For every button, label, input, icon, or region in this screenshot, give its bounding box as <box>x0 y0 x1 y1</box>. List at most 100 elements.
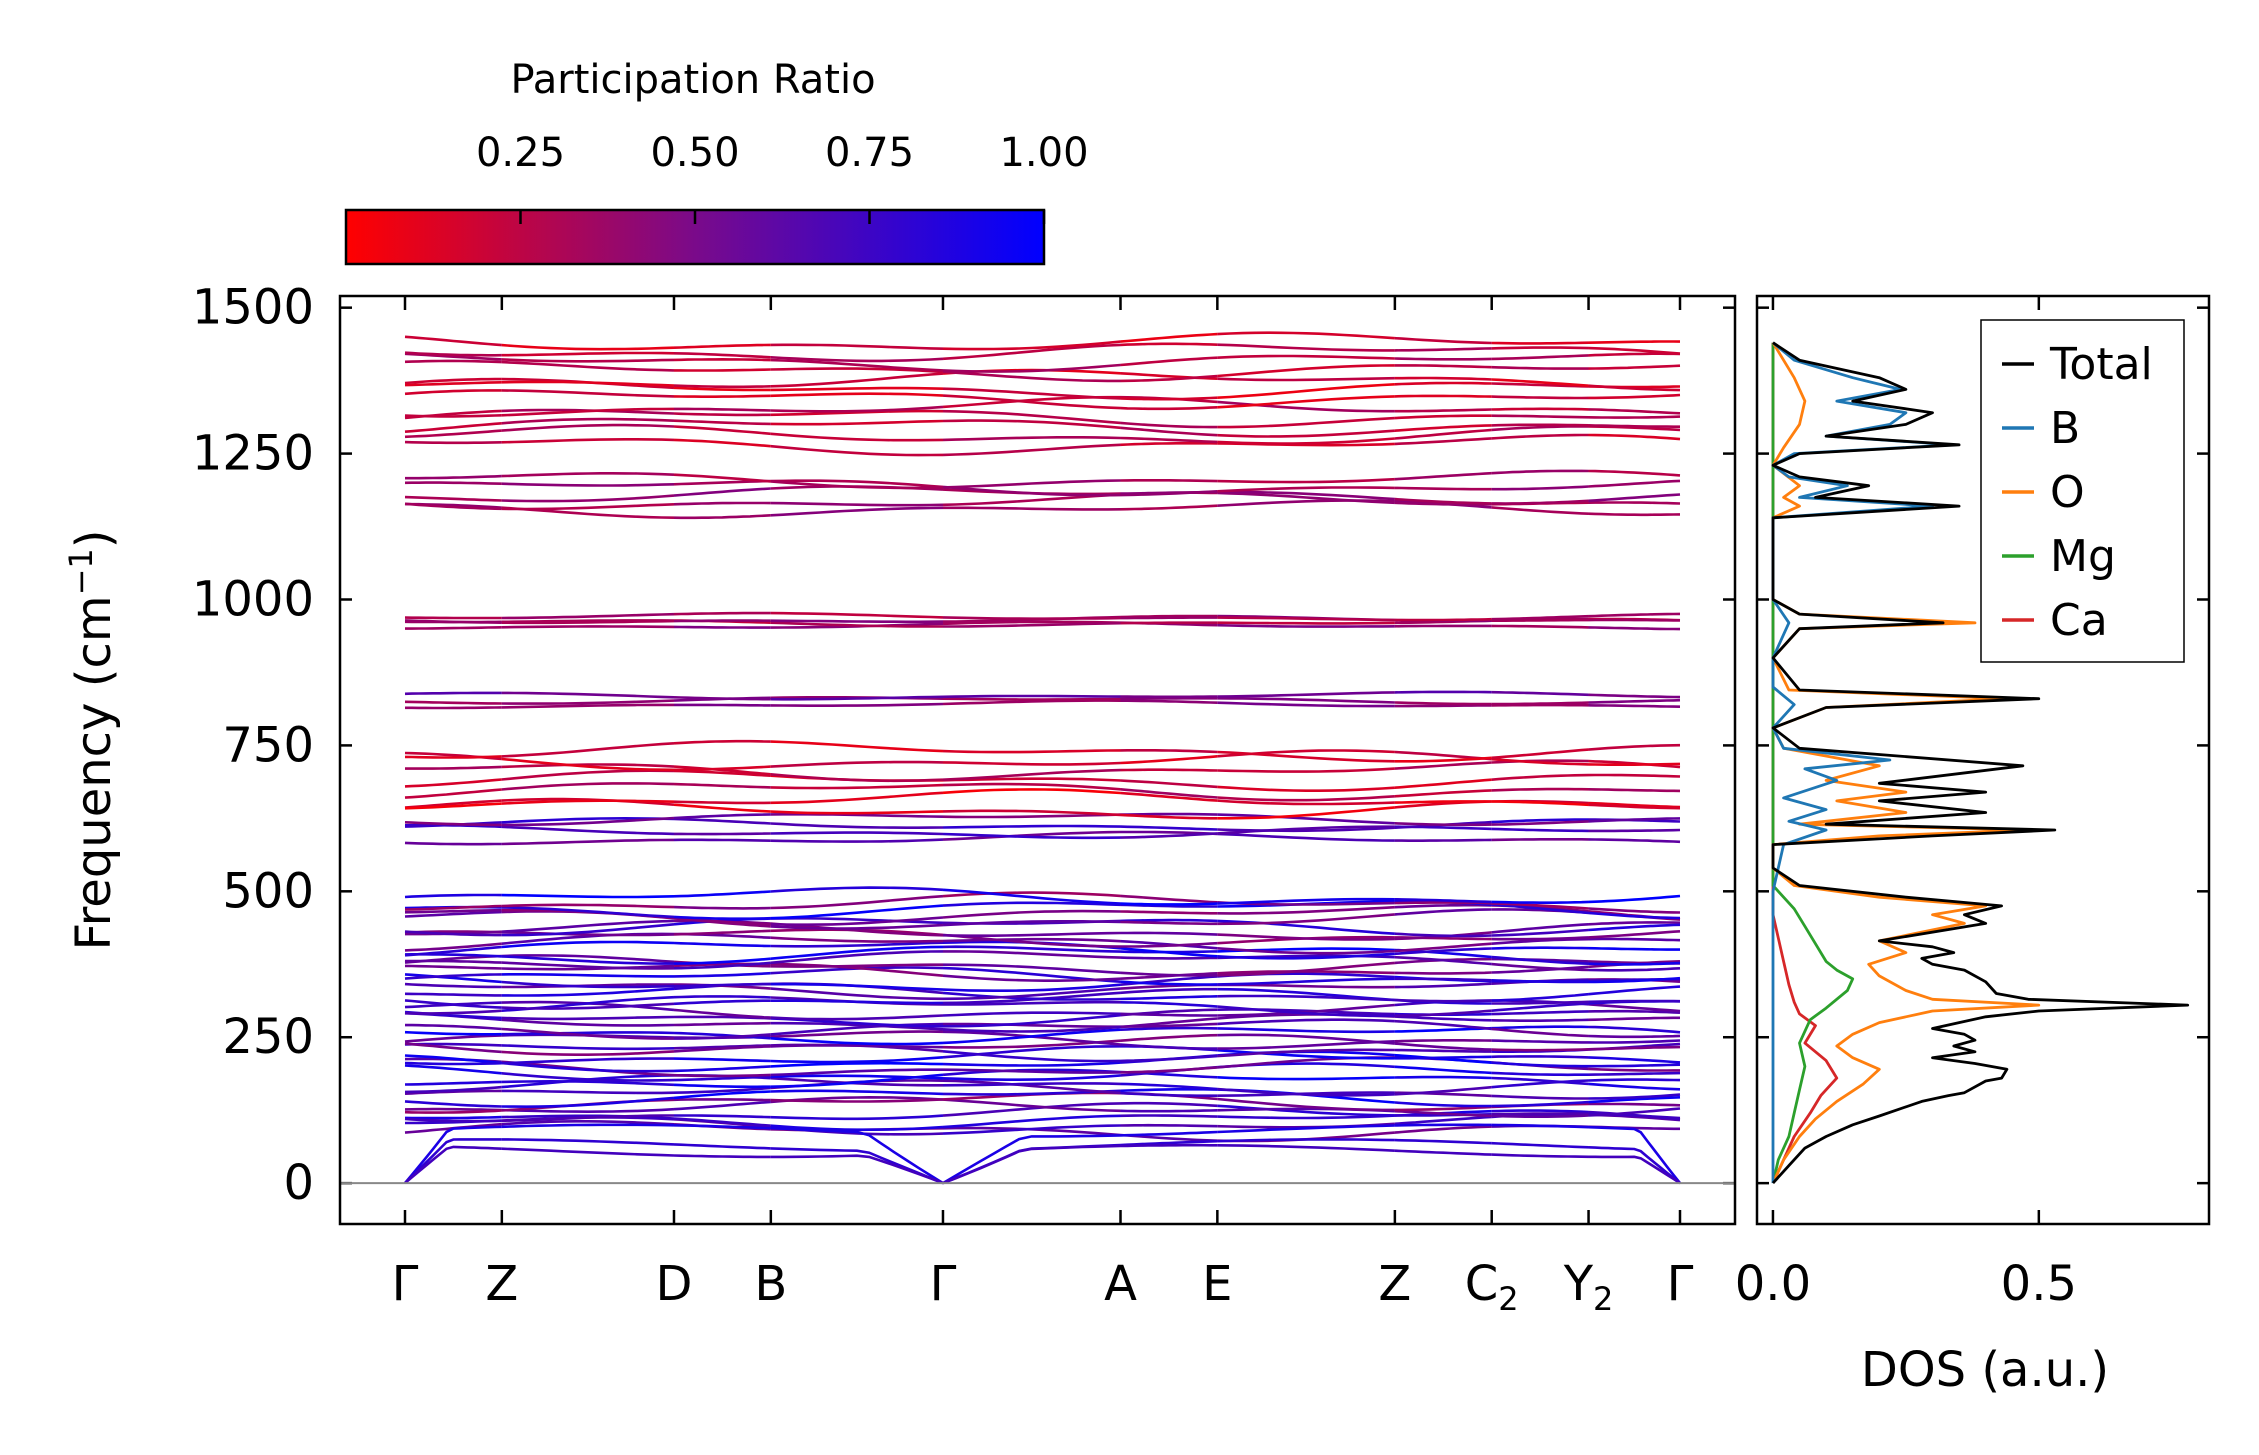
phonon-band <box>1217 825 1395 835</box>
phonon-band <box>501 1080 675 1087</box>
phonon-band <box>1588 415 1681 419</box>
phonon-band <box>501 1031 675 1036</box>
phonon-band <box>770 695 944 701</box>
phonon-band <box>674 703 771 707</box>
phonon-band <box>1588 967 1681 972</box>
acoustic-band <box>501 1147 675 1157</box>
phonon-band <box>770 999 944 1005</box>
phonon-band <box>673 394 771 399</box>
phonon-band <box>501 625 675 629</box>
phonon-band <box>1120 332 1218 343</box>
legend-label: Total <box>2049 339 2153 390</box>
phonon-band <box>1120 1026 1218 1031</box>
dos-series-o <box>1771 341 2041 1184</box>
phonon-band <box>1588 1039 1681 1044</box>
phonon-band <box>942 394 1121 410</box>
phonon-band <box>1588 1009 1681 1014</box>
phonon-band <box>501 1089 675 1095</box>
acoustic-band <box>673 1154 771 1159</box>
phonon-band <box>1394 1115 1492 1126</box>
phonon-band <box>1588 384 1681 392</box>
phonon-band <box>1120 1043 1218 1050</box>
phonon-band <box>1217 364 1395 378</box>
phonon-band <box>770 962 944 977</box>
phonon-band <box>1120 910 1218 915</box>
phonon-band <box>942 1114 1121 1129</box>
phonon-band <box>404 1100 502 1108</box>
phonon-band <box>1120 931 1218 936</box>
phonon-band <box>770 343 944 350</box>
phonon-band <box>673 915 771 921</box>
phonon-band <box>770 1030 944 1038</box>
phonon-band <box>770 372 944 388</box>
phonon-band <box>501 1072 675 1082</box>
acoustic-band <box>404 1145 502 1185</box>
dos-legend: Total BO Mg Ca <box>1980 319 2185 663</box>
acoustic-band <box>1588 1155 1681 1185</box>
phonon-band <box>770 936 944 943</box>
phonon-band <box>1491 820 1589 826</box>
y-tick-label: 1500 <box>192 280 314 336</box>
phonon-band <box>1394 347 1492 352</box>
phonon-band <box>1394 414 1492 420</box>
phonon-band <box>1217 1076 1395 1081</box>
phonon-band <box>501 1107 675 1113</box>
phonon-band <box>404 1107 502 1112</box>
phonon-band <box>673 782 771 789</box>
phonon-band <box>501 1018 675 1027</box>
phonon-band <box>770 894 944 910</box>
phonon-band <box>501 351 675 357</box>
phonon-band <box>770 740 944 753</box>
phonon-band <box>405 626 502 630</box>
phonon-band <box>404 778 502 788</box>
phonon-band <box>673 999 771 1006</box>
colorbar-tick-label: 1.00 <box>999 130 1088 176</box>
phonon-band <box>674 407 771 412</box>
phonon-band <box>1217 343 1395 352</box>
phonon-band <box>1120 1091 1218 1097</box>
phonon-band <box>1588 1102 1681 1107</box>
phonon-band <box>673 619 771 623</box>
phonon-band <box>1217 983 1395 989</box>
acoustic-band <box>1120 1139 1218 1147</box>
phonon-band <box>501 757 675 772</box>
y-axis-label-sup: −1 <box>62 548 100 595</box>
phonon-band <box>501 482 675 487</box>
phonon-band <box>501 923 675 937</box>
phonon-band <box>1588 340 1681 344</box>
phonon-band <box>1491 690 1589 697</box>
phonon-band <box>1491 425 1589 432</box>
phonon-band <box>501 1114 674 1123</box>
phonon-band <box>1491 1010 1589 1016</box>
phonon-band <box>770 810 944 815</box>
phonon-band <box>942 435 1121 442</box>
phonon-band <box>673 473 771 483</box>
phonon-band <box>770 904 944 920</box>
phonon-band <box>1588 773 1681 778</box>
phonon-band <box>404 619 502 624</box>
phonon-band <box>942 363 1121 373</box>
acoustic-band <box>1217 1138 1395 1143</box>
phonon-band <box>673 739 771 745</box>
phonon-band <box>942 370 1121 383</box>
phonon-band <box>1217 331 1395 340</box>
phonon-band <box>1491 1002 1589 1012</box>
phonon-band <box>501 380 675 387</box>
phonon-band <box>1588 961 1681 966</box>
phonon-band <box>404 821 502 827</box>
phonon-band <box>673 957 771 965</box>
phonon-band <box>501 954 675 964</box>
phonon-band <box>1120 356 1218 367</box>
phonon-band <box>942 749 1121 754</box>
phonon-band <box>1491 1079 1589 1089</box>
phonon-band <box>1394 789 1492 798</box>
acoustic-band <box>1217 1144 1395 1152</box>
dos-x-tick-label: 0.0 <box>1735 1256 1811 1312</box>
phonon-band <box>404 1030 502 1036</box>
phonon-band <box>770 1056 944 1064</box>
phonon-band <box>770 480 944 490</box>
phonon-band <box>1217 616 1395 622</box>
phonon-band <box>1394 704 1492 708</box>
phonon-band <box>1491 407 1589 411</box>
phonon-band <box>1394 1026 1492 1033</box>
